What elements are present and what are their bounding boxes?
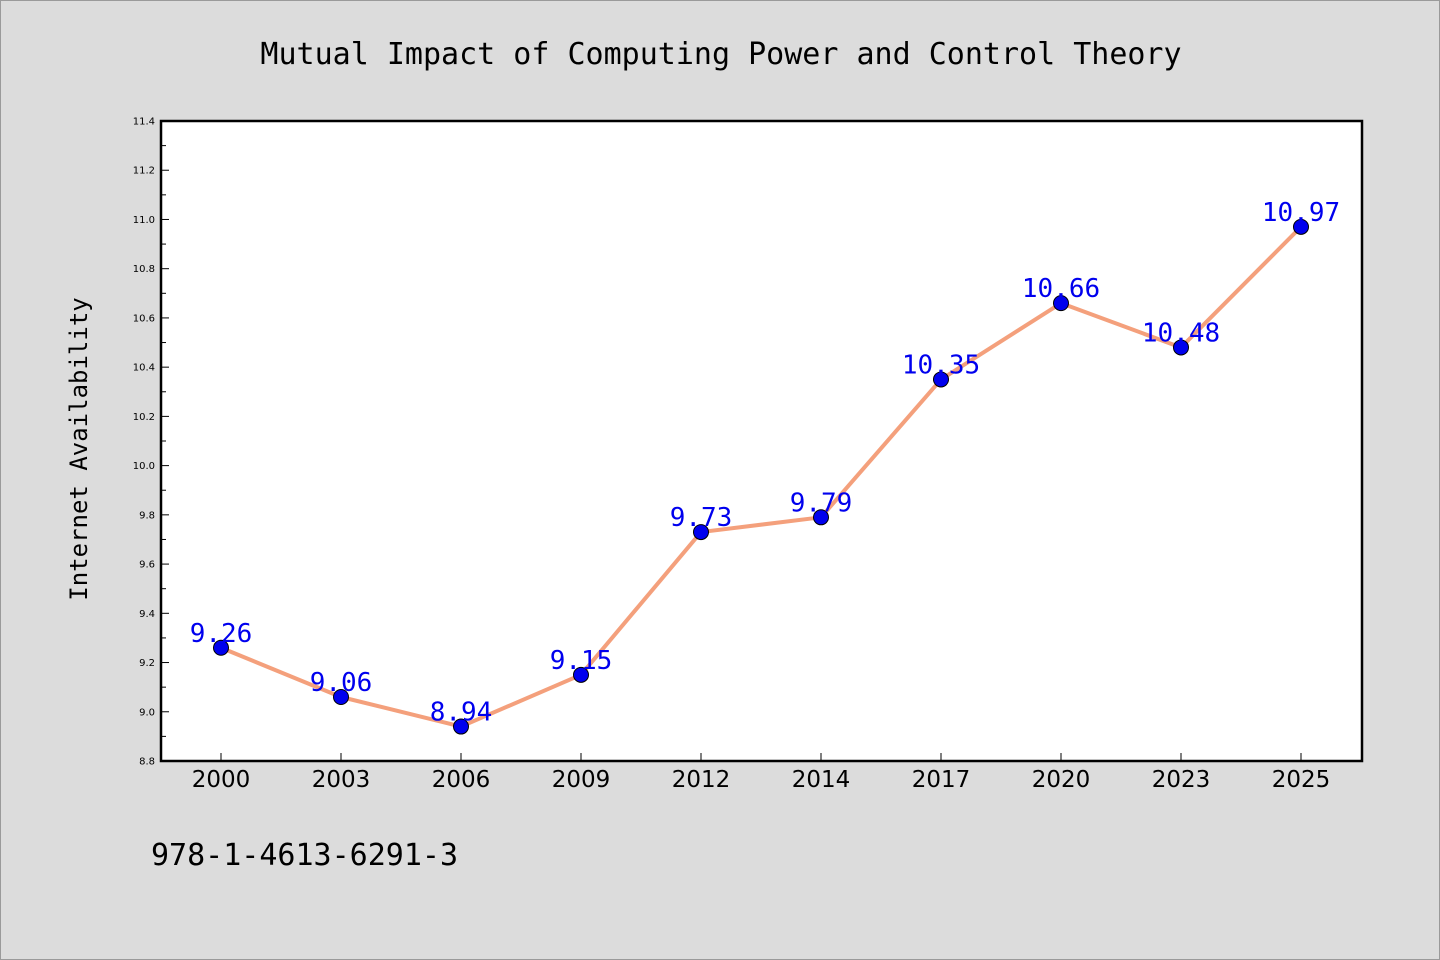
y-tick-label: 9.0 [139, 707, 155, 718]
data-label: 9.79 [790, 488, 853, 518]
x-tick-label: 2006 [432, 767, 491, 793]
y-tick-label: 9.8 [139, 510, 155, 521]
y-tick-label: 11.2 [133, 166, 155, 177]
x-tick-label: 2000 [192, 767, 251, 793]
y-tick-label: 10.2 [133, 412, 155, 423]
y-tick-label: 11.0 [133, 215, 155, 226]
y-tick-label: 9.6 [139, 560, 155, 571]
series-line [220, 225, 1303, 729]
data-point [1293, 218, 1309, 235]
data-label: 9.06 [310, 668, 373, 698]
data-label: 9.26 [190, 619, 253, 649]
data-point [573, 666, 589, 683]
x-tick-label: 2014 [792, 767, 851, 793]
data-label: 10.35 [902, 350, 980, 380]
x-tick-label: 2025 [1272, 767, 1331, 793]
data-label: 10.66 [1022, 274, 1100, 304]
data-label: 10.48 [1142, 318, 1220, 348]
isbn-annotation: 978-1-4613-6291-3 [151, 838, 458, 873]
y-axis-label: Internet Availability [65, 297, 93, 600]
data-point [333, 689, 349, 705]
data-label: 9.73 [670, 503, 733, 533]
y-tick-label: 10.8 [133, 264, 155, 275]
data-point [453, 718, 469, 735]
x-tick-label: 2020 [1032, 767, 1091, 793]
series-group: 9.26 9.06 8.94 9.15 9.73 9.79 10.35 10.66 10.48 1… [190, 198, 1340, 735]
data-point [1173, 339, 1189, 356]
y-tick-label: 10.6 [133, 313, 155, 324]
data-point [693, 524, 709, 541]
y-tick-label: 9.2 [139, 658, 155, 669]
x-tick-label: 2023 [1152, 767, 1211, 793]
data-point [213, 639, 229, 656]
y-tick-label: 10.4 [133, 363, 155, 374]
y-axis-ticks: 8.8 9.0 9.2 9.4 9.6 9.8 10.0 10.2 10.4 10.6 10.8 11… [133, 117, 169, 768]
chart-title: Mutual Impact of Computing Power and Con… [260, 37, 1181, 72]
x-axis-ticks: 2000 2003 2006 2009 2012 2014 2017 2020 2023 2025 [192, 753, 1331, 793]
y-tick-label: 8.8 [139, 757, 155, 768]
data-label: 10.97 [1262, 198, 1340, 228]
y-tick-label: 10.0 [133, 461, 155, 472]
data-point [1053, 295, 1069, 312]
x-tick-label: 2017 [912, 767, 971, 793]
data-label: 8.94 [430, 698, 493, 728]
data-point [813, 509, 829, 526]
plot-area [159, 119, 1364, 763]
x-tick-label: 2012 [672, 767, 731, 793]
data-point [933, 371, 949, 388]
x-tick-label: 2003 [312, 767, 371, 793]
x-tick-label: 2009 [552, 767, 611, 793]
data-label: 9.15 [550, 646, 613, 676]
y-tick-label: 11.4 [133, 117, 155, 128]
y-tick-label: 9.4 [139, 609, 155, 620]
